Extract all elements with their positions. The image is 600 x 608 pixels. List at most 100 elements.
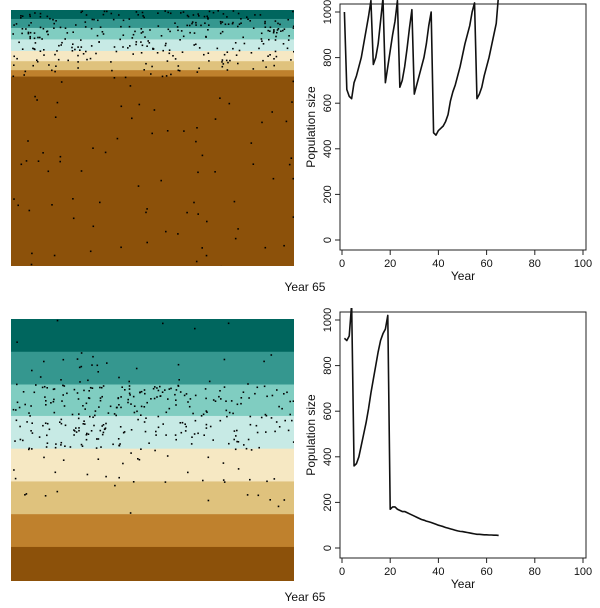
individual-dot (204, 22, 206, 24)
individual-dot (186, 211, 188, 214)
individual-dot (233, 438, 235, 441)
individual-dot (214, 400, 217, 402)
individual-dot (261, 40, 263, 42)
individual-dot (59, 26, 62, 29)
individual-dot (41, 386, 44, 389)
individual-dot (278, 426, 281, 428)
individual-dot (120, 105, 123, 108)
individual-dot (230, 400, 233, 402)
individual-dot (122, 46, 124, 48)
individual-dot (205, 254, 208, 257)
individual-dot (48, 428, 51, 431)
individual-dot (287, 429, 290, 432)
individual-dot (135, 11, 138, 13)
y-tick-label: 0 (322, 545, 334, 551)
individual-dot (56, 50, 58, 52)
individual-dot (144, 430, 147, 433)
y-tick-label: 600 (322, 94, 334, 112)
individual-dot (220, 398, 222, 400)
individual-dot (278, 405, 280, 408)
individual-dot (225, 409, 228, 412)
individual-dot (164, 481, 167, 483)
individual-dot (72, 198, 74, 200)
individual-dot (192, 14, 195, 16)
individual-dot (99, 397, 102, 399)
individual-dot (53, 22, 55, 25)
individual-dot (281, 407, 283, 410)
individual-dot (237, 468, 240, 470)
individual-dot (29, 415, 31, 417)
x-tick-label: 40 (432, 258, 444, 270)
individual-dot (132, 53, 134, 55)
individual-dot (159, 395, 162, 397)
individual-dot (122, 34, 125, 36)
individual-dot (197, 171, 199, 174)
individual-dot (27, 32, 30, 35)
individual-dot (283, 499, 286, 501)
individual-dot (145, 211, 147, 214)
individual-dot (140, 41, 142, 43)
individual-dot (79, 49, 81, 51)
individual-dot (136, 410, 138, 413)
individual-dot (156, 52, 159, 54)
individual-dot (39, 36, 41, 39)
individual-dot (95, 52, 97, 55)
individual-dot (21, 32, 23, 35)
individual-dot (252, 163, 255, 165)
individual-dot (54, 446, 57, 449)
individual-dot (237, 62, 239, 65)
individual-dot (39, 16, 42, 18)
individual-dot (13, 64, 15, 66)
individual-dot (283, 28, 286, 30)
individual-dot (28, 209, 31, 212)
individual-dot (29, 13, 31, 16)
individual-dot (256, 386, 259, 389)
landscape-map (11, 319, 294, 581)
individual-dot (238, 49, 241, 52)
landscape-map (11, 10, 294, 266)
individual-dot (184, 423, 186, 425)
individual-dot (219, 390, 221, 392)
individual-dot (115, 406, 118, 409)
individual-dot (102, 33, 105, 35)
individual-dot (144, 392, 146, 395)
individual-dot (42, 424, 44, 427)
individual-dot (212, 11, 215, 14)
individual-dot (228, 411, 231, 414)
individual-dot (60, 379, 62, 381)
individual-dot (99, 201, 101, 204)
individual-dot (236, 403, 239, 406)
individual-dot (192, 412, 194, 415)
individual-dot (175, 389, 178, 391)
individual-dot (214, 171, 216, 173)
individual-dot (39, 26, 42, 29)
individual-dot (193, 201, 195, 204)
individual-dot (221, 30, 224, 33)
individual-dot (118, 376, 120, 379)
individual-dot (82, 405, 84, 407)
individual-dot (84, 21, 87, 23)
individual-dot (78, 427, 80, 429)
individual-dot (36, 59, 38, 61)
individual-dot (71, 413, 74, 416)
individual-dot (80, 365, 83, 368)
individual-dot (222, 13, 225, 15)
individual-dot (96, 438, 98, 440)
individual-dot (129, 512, 132, 514)
individual-dot (78, 413, 80, 415)
individual-dot (206, 411, 208, 413)
individual-dot (167, 398, 169, 400)
individual-dot (191, 436, 193, 438)
individual-dot (157, 415, 160, 418)
individual-dot (13, 198, 15, 200)
individual-dot (250, 142, 253, 144)
individual-dot (155, 430, 157, 433)
individual-dot (274, 50, 277, 53)
individual-dot (14, 477, 17, 480)
individual-dot (14, 440, 16, 442)
individual-dot (76, 358, 79, 360)
individual-dot (122, 462, 124, 465)
individual-dot (273, 58, 275, 60)
individual-dot (277, 28, 280, 30)
individual-dot (165, 75, 168, 77)
